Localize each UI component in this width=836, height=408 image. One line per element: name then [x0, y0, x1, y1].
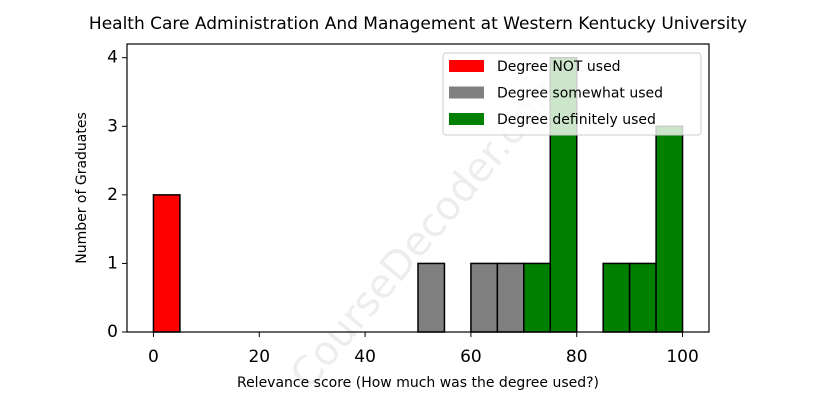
- x-axis-label: Relevance score (How much was the degree…: [237, 375, 599, 391]
- chart-title: Health Care Administration And Managemen…: [89, 14, 747, 34]
- bar: [602, 262, 631, 333]
- bar: [628, 262, 657, 333]
- x-tick-label: 20: [248, 347, 270, 367]
- legend-swatch: [449, 86, 484, 99]
- bar: [523, 262, 552, 333]
- x-tick-label: 100: [666, 347, 698, 367]
- x-tick-label: 80: [566, 347, 588, 367]
- x-tick-label: 40: [354, 347, 376, 367]
- plot-frame: [126, 43, 710, 333]
- legend-box: [442, 52, 702, 136]
- y-axis-label: Number of Graduates: [74, 112, 90, 264]
- bar: [496, 262, 525, 333]
- bar: [152, 194, 181, 333]
- y-tick-label: 2: [107, 185, 118, 205]
- legend-label: Degree definitely used: [497, 112, 656, 128]
- y-tick-label: 3: [107, 116, 118, 136]
- bar: [470, 262, 499, 333]
- y-tick-label: 4: [107, 48, 118, 68]
- legend-swatch: [449, 60, 484, 72]
- y-tick-label: 0: [107, 322, 118, 342]
- legend-label: Degree NOT used: [497, 59, 621, 75]
- x-tick-label: 60: [460, 347, 482, 367]
- legend-swatch: [449, 113, 484, 125]
- x-tick-label: 0: [148, 347, 159, 367]
- y-tick-label: 1: [107, 253, 118, 273]
- legend-label: Degree somewhat used: [497, 86, 663, 102]
- bar: [417, 262, 446, 333]
- bar: [655, 125, 684, 333]
